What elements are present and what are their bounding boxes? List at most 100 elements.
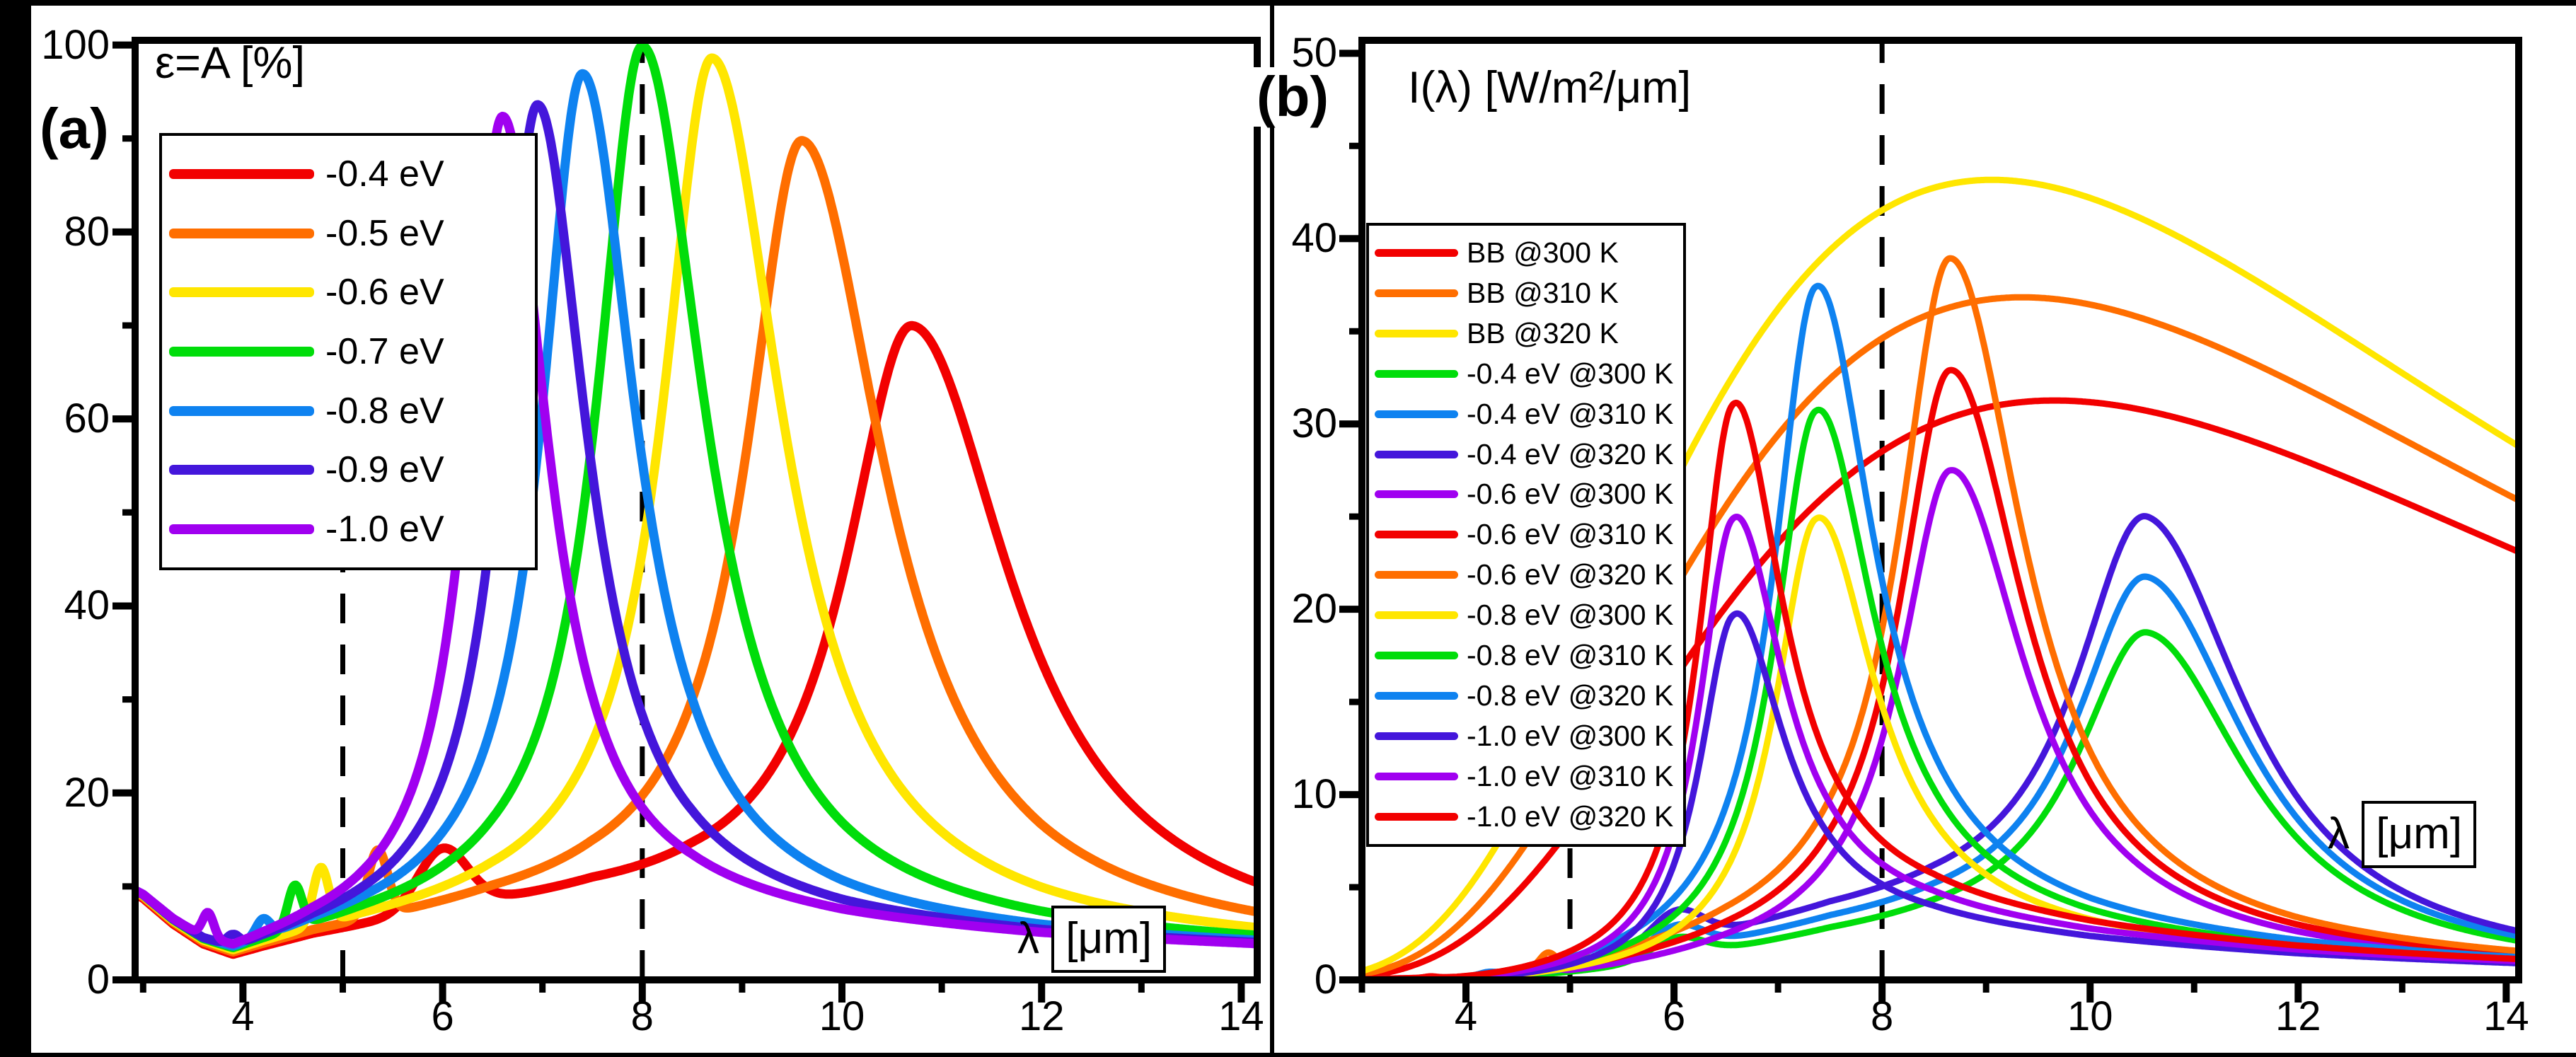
panel-b-xlabel-unit: [μm] bbox=[2362, 801, 2477, 868]
legend-label: -0.4 eV @320 K bbox=[1467, 437, 1674, 470]
legend-line-sample bbox=[1375, 248, 1458, 257]
y-tick-label-b-10: 10 bbox=[1291, 771, 1337, 818]
panel-a-xlabel: λ [μm] bbox=[1017, 906, 1167, 973]
legend-label: -0.8 eV @310 K bbox=[1467, 639, 1674, 672]
legend-item-b-0: BB @300 K bbox=[1375, 238, 1677, 267]
legend-item-b-1: BB @310 K bbox=[1375, 276, 1677, 309]
y-tick-label-a-60: 60 bbox=[64, 395, 110, 442]
legend-line-sample bbox=[169, 287, 314, 298]
legend-item-b-8: -0.6 eV @320 K bbox=[1375, 560, 1677, 589]
panel-b-label: (b) bbox=[1254, 67, 1332, 127]
legend-label: -0.6 eV @300 K bbox=[1467, 478, 1674, 511]
panel-a-xlabel-lambda: λ bbox=[1017, 914, 1039, 963]
legend-label: -0.6 eV bbox=[325, 272, 444, 313]
legend-item-a-1: -0.5 eV bbox=[169, 215, 528, 252]
x-tick-label-a-6: 6 bbox=[431, 993, 454, 1039]
legend-label: BB @300 K bbox=[1467, 236, 1619, 269]
legend-line-sample bbox=[169, 228, 314, 238]
legend-line-sample bbox=[1375, 571, 1458, 579]
legend-label: -0.7 eV bbox=[325, 330, 444, 372]
legend-item-b-12: -1.0 eV @300 K bbox=[1375, 722, 1677, 751]
series-b-14--1.0_eV_@320_K bbox=[1362, 399, 2519, 980]
x-tick-label-b-6: 6 bbox=[1662, 993, 1686, 1039]
legend-label: -1.0 eV @310 K bbox=[1467, 759, 1674, 792]
panel-a-legend: -0.4 eV -0.5 eV -0.6 eV -0.7 eV -0.8 eV -0.9 … bbox=[159, 133, 538, 570]
legend-line-sample bbox=[1375, 410, 1458, 418]
legend-line-sample bbox=[169, 346, 314, 357]
x-tick-label-a-8: 8 bbox=[630, 993, 654, 1039]
y-tick-label-b-50: 50 bbox=[1291, 30, 1337, 76]
legend-label: -0.9 eV bbox=[325, 449, 444, 491]
y-tick-label-a-80: 80 bbox=[64, 208, 110, 255]
legend-item-b-6: -0.6 eV @300 K bbox=[1375, 480, 1677, 509]
legend-item-b-3: -0.4 eV @300 K bbox=[1375, 359, 1677, 388]
y-tick-label-a-0: 0 bbox=[86, 957, 110, 1003]
y-tick-label-a-40: 40 bbox=[64, 582, 110, 629]
y-tick-label-b-0: 0 bbox=[1314, 957, 1337, 1003]
legend-line-sample bbox=[1375, 531, 1458, 539]
legend-line-sample bbox=[1375, 329, 1458, 337]
x-tick-label-a-10: 10 bbox=[819, 993, 865, 1039]
legend-item-a-5: -0.9 eV bbox=[169, 451, 528, 488]
panel-a-label: (a) bbox=[37, 99, 112, 158]
legend-item-b-9: -0.8 eV @300 K bbox=[1375, 601, 1677, 630]
series-a-1--0.5_eV bbox=[135, 136, 1257, 957]
legend-line-sample bbox=[1375, 369, 1458, 378]
y-tick-label-a-20: 20 bbox=[64, 769, 110, 816]
figure-border-top bbox=[0, 0, 2576, 6]
legend-line-sample bbox=[169, 405, 314, 416]
x-tick-label-b-4: 4 bbox=[1454, 993, 1478, 1039]
legend-item-a-4: -0.8 eV bbox=[169, 393, 528, 429]
panel-b-xlabel: λ [μm] bbox=[2328, 801, 2477, 868]
legend-item-b-2: BB @320 K bbox=[1375, 316, 1677, 350]
legend-item-a-6: -1.0 eV bbox=[169, 511, 528, 548]
legend-line-sample bbox=[1375, 490, 1458, 499]
legend-label: -0.4 eV bbox=[325, 153, 444, 195]
legend-line-sample bbox=[1375, 692, 1458, 700]
x-tick-label-a-12: 12 bbox=[1018, 993, 1065, 1039]
series-b-0-BB_@300_K bbox=[1362, 397, 2519, 980]
y-tick-label-b-20: 20 bbox=[1291, 586, 1337, 633]
legend-line-sample bbox=[1375, 289, 1458, 297]
legend-item-b-11: -0.8 eV @320 K bbox=[1375, 681, 1677, 710]
x-tick-label-a-14: 14 bbox=[1218, 993, 1264, 1039]
legend-label: -0.4 eV @310 K bbox=[1467, 397, 1674, 430]
legend-line-sample bbox=[1375, 772, 1458, 780]
legend-label: -1.0 eV bbox=[325, 509, 444, 550]
legend-item-a-0: -0.4 eV bbox=[169, 156, 528, 192]
x-tick-label-a-4: 4 bbox=[231, 993, 255, 1039]
legend-line-sample bbox=[1375, 450, 1458, 458]
legend-label: BB @310 K bbox=[1467, 276, 1619, 309]
legend-label: -1.0 eV @300 K bbox=[1467, 720, 1674, 753]
panel-b-legend: BB @300 K BB @310 K BB @320 K -0.4 eV @300 … bbox=[1366, 223, 1686, 847]
legend-item-b-7: -0.6 eV @310 K bbox=[1375, 520, 1677, 549]
legend-item-b-5: -0.4 eV @320 K bbox=[1375, 437, 1677, 470]
legend-item-b-4: -0.4 eV @310 K bbox=[1375, 397, 1677, 430]
legend-label: -0.6 eV @320 K bbox=[1467, 558, 1674, 591]
legend-line-sample bbox=[1375, 652, 1458, 660]
x-tick-label-b-10: 10 bbox=[2067, 993, 2113, 1039]
plot-frame-b bbox=[1358, 37, 2522, 983]
x-tick-label-b-12: 12 bbox=[2275, 993, 2321, 1039]
panel-b-xlabel-lambda: λ bbox=[2328, 809, 2350, 858]
series-a-2--0.6_eV bbox=[135, 53, 1257, 954]
legend-label: -0.8 eV @320 K bbox=[1467, 679, 1674, 712]
legend-line-sample bbox=[169, 168, 314, 179]
legend-line-sample bbox=[169, 524, 314, 535]
y-tick-label-b-30: 30 bbox=[1291, 400, 1337, 447]
panel-a-title: ε=A [%] bbox=[155, 38, 305, 88]
legend-line-sample bbox=[1375, 732, 1458, 741]
x-tick-label-b-14: 14 bbox=[2483, 993, 2529, 1039]
panel-b-title: I(λ) [W/m²/μm] bbox=[1408, 63, 1692, 112]
legend-label: -0.8 eV @300 K bbox=[1467, 599, 1674, 632]
legend-label: -0.6 eV @310 K bbox=[1467, 518, 1674, 551]
legend-line-sample bbox=[1375, 611, 1458, 620]
figure-border-bottom bbox=[0, 1053, 2576, 1057]
legend-label: BB @320 K bbox=[1467, 316, 1619, 350]
legend-label: -0.8 eV bbox=[325, 390, 444, 432]
y-tick-label-b-40: 40 bbox=[1291, 215, 1337, 262]
legend-label: -0.4 eV @300 K bbox=[1467, 357, 1674, 390]
legend-label: -0.5 eV bbox=[325, 212, 444, 254]
legend-item-b-14: -1.0 eV @320 K bbox=[1375, 802, 1677, 831]
